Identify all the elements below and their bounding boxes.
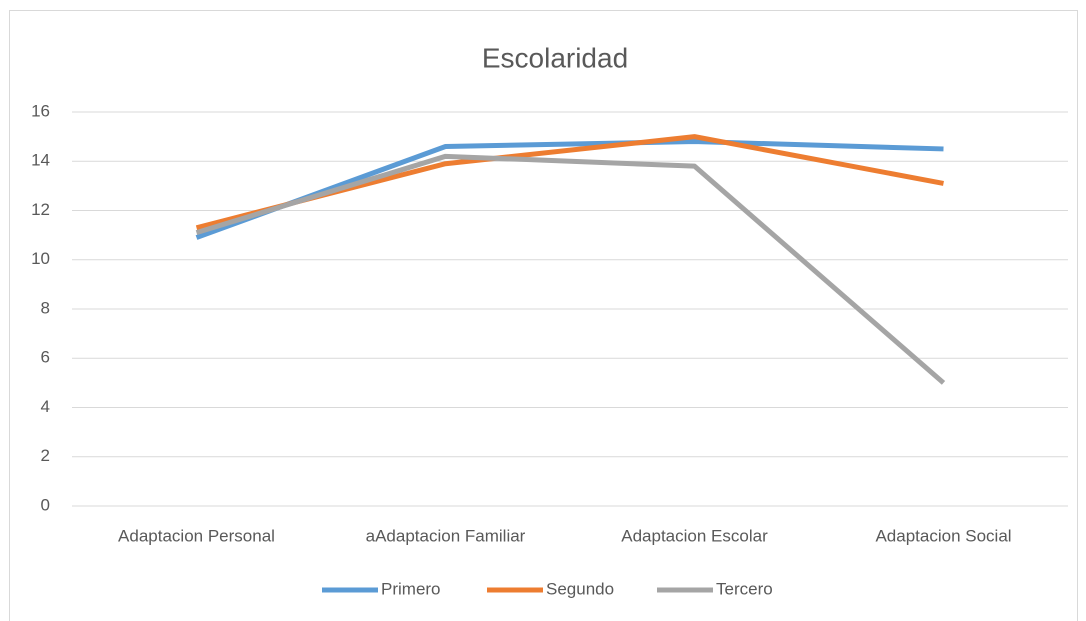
y-tick-label: 14 bbox=[31, 151, 50, 170]
x-tick-label: Adaptacion Personal bbox=[118, 526, 275, 545]
y-tick-label: 4 bbox=[41, 397, 50, 416]
y-tick-label: 6 bbox=[41, 348, 50, 367]
legend-label: Primero bbox=[381, 579, 441, 598]
y-tick-label: 2 bbox=[41, 446, 50, 465]
y-tick-label: 12 bbox=[31, 200, 50, 219]
chart-title: Escolaridad bbox=[482, 42, 628, 73]
y-tick-label: 10 bbox=[31, 249, 50, 268]
y-tick-label: 16 bbox=[31, 101, 50, 120]
y-tick-label: 8 bbox=[41, 298, 50, 317]
x-tick-label: Adaptacion Escolar bbox=[621, 526, 768, 545]
x-tick-label: Adaptacion Social bbox=[875, 526, 1011, 545]
legend-label: Segundo bbox=[546, 579, 614, 598]
y-tick-label: 0 bbox=[41, 495, 50, 514]
legend-label: Tercero bbox=[716, 579, 773, 598]
series-line bbox=[195, 153, 946, 385]
x-tick-label: aAdaptacion Familiar bbox=[366, 526, 526, 545]
